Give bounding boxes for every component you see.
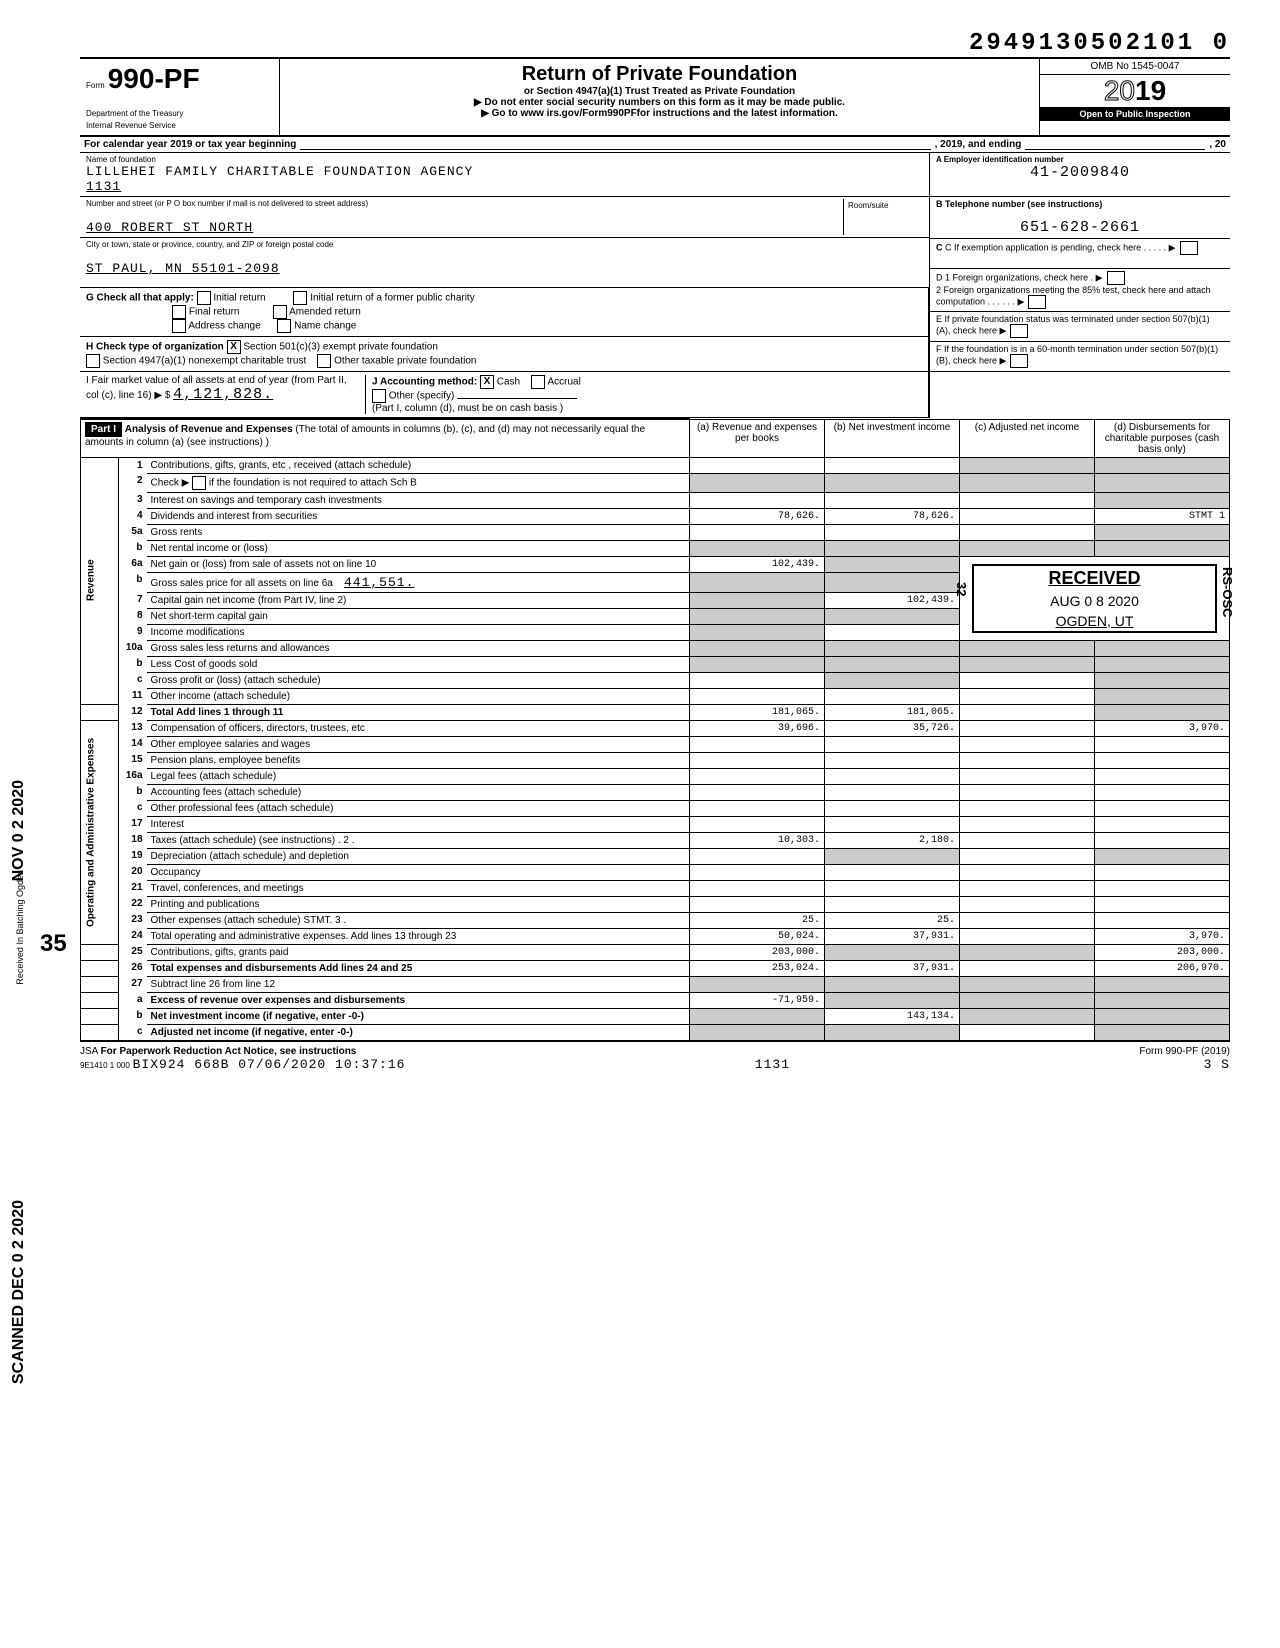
foundation-name-block: Name of foundation LILLEHEI FAMILY CHARI… [80, 153, 930, 196]
fmv-value: 4,121,828. [173, 386, 273, 403]
section-h: H Check type of organization X Section 5… [80, 337, 929, 372]
city-state-zip: ST PAUL, MN 55101-2098 [86, 261, 923, 276]
col-b-header: (b) Net investment income [825, 419, 960, 457]
section-g: G Check all that apply: Initial return I… [80, 288, 929, 337]
form-number: 990-PF [108, 63, 200, 94]
cash-checkbox: X [480, 375, 494, 389]
part1-table: Part I Analysis of Revenue and Expenses … [80, 418, 1230, 1042]
section-f: F If the foundation is in a 60-month ter… [930, 342, 1230, 372]
ein-block: A Employer identification number 41-2009… [930, 153, 1230, 196]
phone-value: 651-628-2661 [936, 219, 1224, 236]
document-number: 2949130502101 0 [80, 30, 1230, 57]
section-c: C C If exemption application is pending,… [930, 239, 1230, 269]
goto-url: ▶ Go to www irs.gov/Form990PFfor instruc… [286, 108, 1033, 119]
foundation-code: 1131 [86, 179, 923, 194]
dept-treasury: Department of the Treasury [86, 109, 183, 118]
stamp-32: 32 [954, 582, 969, 596]
received-stamp: RECEIVED AUG 0 8 2020 OGDEN, UT [972, 564, 1217, 633]
public-inspection: Open to Public Inspection [1040, 107, 1230, 121]
room-suite-label: Room/suite [848, 201, 919, 210]
irs-label: Internal Revenue Service [86, 121, 176, 130]
form-title: Return of Private Foundation [286, 63, 1033, 86]
calendar-year-row: For calendar year 2019 or tax year begin… [80, 137, 1230, 153]
expenses-side-label: Operating and Administrative Expenses [81, 720, 119, 944]
h-501c3-checkbox: X [227, 340, 241, 354]
street-address: 400 ROBERT ST NORTH [86, 220, 843, 235]
col-d-header: (d) Disbursements for charitable purpose… [1095, 419, 1230, 457]
part1-label: Part I [85, 422, 122, 437]
section-i-j: I Fair market value of all assets at end… [80, 372, 929, 418]
omb-number: OMB No 1545-0047 [1040, 59, 1230, 75]
form-header: Form 990-PF Department of the Treasury I… [80, 57, 1230, 137]
city-block: City or town, state or province, country… [80, 238, 929, 288]
page-footer: JSA For Paperwork Reduction Act Notice, … [80, 1046, 1230, 1072]
stamp-scanned: SCANNED DEC 0 2 2020 [10, 1200, 28, 1384]
foundation-name: LILLEHEI FAMILY CHARITABLE FOUNDATION AG… [86, 164, 923, 179]
street-block: Number and street (or P O box number if … [80, 197, 929, 238]
tax-year: 20201919 [1040, 75, 1230, 107]
col-a-header: (a) Revenue and expenses per books [690, 419, 825, 457]
stamp-received-batching: Received In Batching Ogden [15, 870, 25, 985]
stamp-35: 35 [40, 930, 67, 958]
form-prefix: Form [86, 81, 105, 90]
revenue-side-label: Revenue [81, 457, 119, 704]
ein-value: 41-2009840 [936, 164, 1224, 181]
phone-block: B Telephone number (see instructions) 65… [930, 197, 1230, 239]
section-d: D 1 Foreign organizations, check here . … [930, 269, 1230, 312]
col-c-header: (c) Adjusted net income [960, 419, 1095, 457]
section-e: E If private foundation status was termi… [930, 312, 1230, 342]
stamp-nov: NOV 0 2 2020 [10, 780, 28, 881]
ssn-warning: ▶ Do not enter social security numbers o… [286, 97, 1033, 108]
rs-osc-stamp: RS-OSC [1220, 567, 1235, 618]
form-subtitle: or Section 4947(a)(1) Trust Treated as P… [286, 86, 1033, 97]
